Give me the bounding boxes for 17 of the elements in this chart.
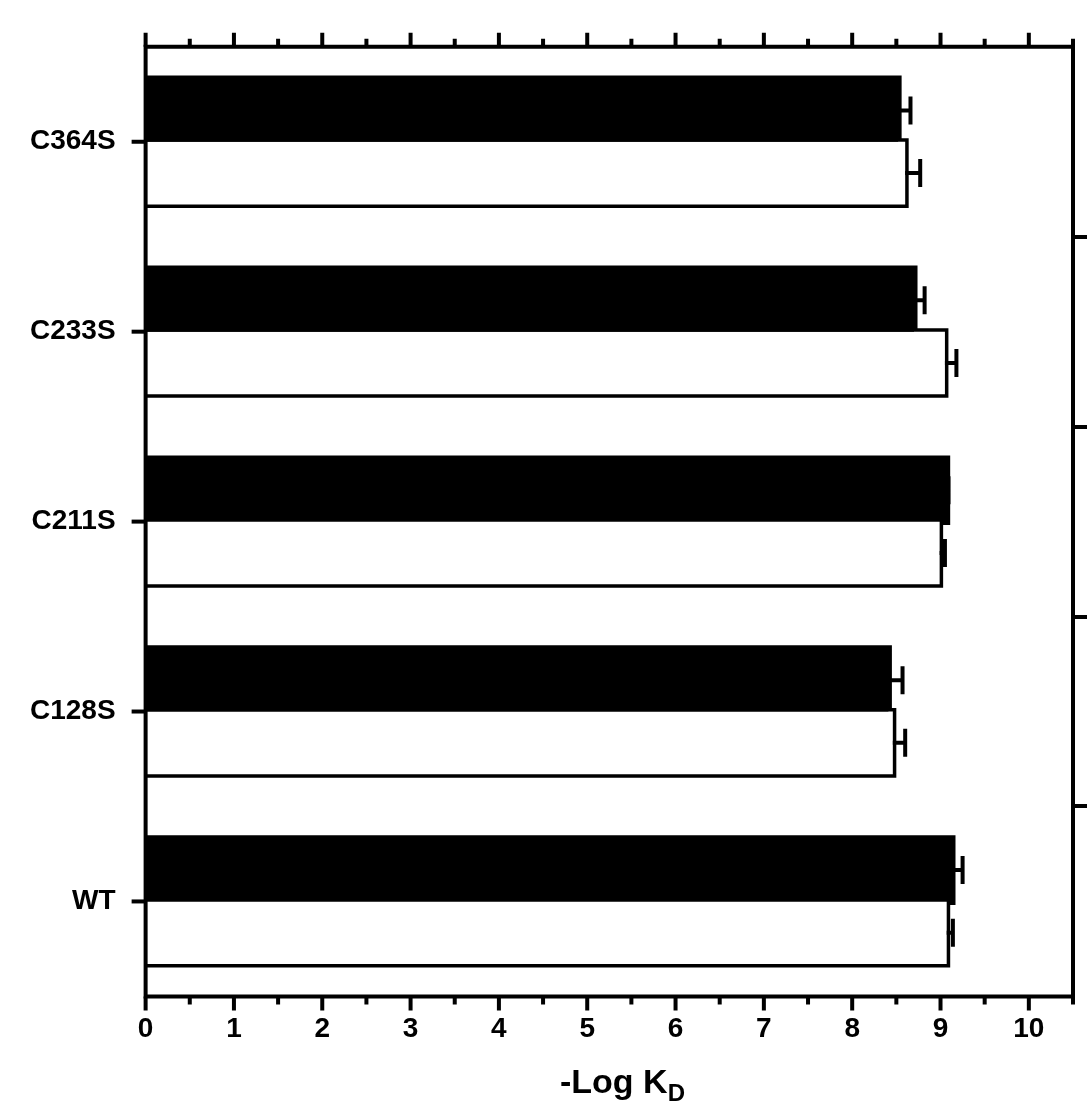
x-tick-label: 3 (402, 1011, 419, 1043)
x-tick-label: 10 (1013, 1011, 1045, 1043)
x-tick-label: 8 (844, 1011, 860, 1043)
x-tick-label: 5 (579, 1011, 596, 1043)
x-tick-label: 1 (226, 1011, 242, 1043)
x-tick-label: 6 (667, 1011, 684, 1043)
x-tick-label: 2 (314, 1011, 331, 1043)
x-tick-label: 7 (756, 1011, 772, 1043)
x-axis-title: -Log K$_{D}$ (559, 1062, 686, 1107)
x-tick-label: 9 (932, 1011, 949, 1043)
x-tick-label: 0 (137, 1011, 154, 1043)
x-tick-label: 4 (491, 1011, 508, 1043)
y-tick-label: WT (72, 884, 116, 916)
y-tick-label: C211S (31, 504, 116, 536)
y-tick-label: C128S (29, 694, 116, 726)
y-tick-label: C233S (29, 314, 116, 346)
y-tick-label: C364S (29, 124, 116, 156)
